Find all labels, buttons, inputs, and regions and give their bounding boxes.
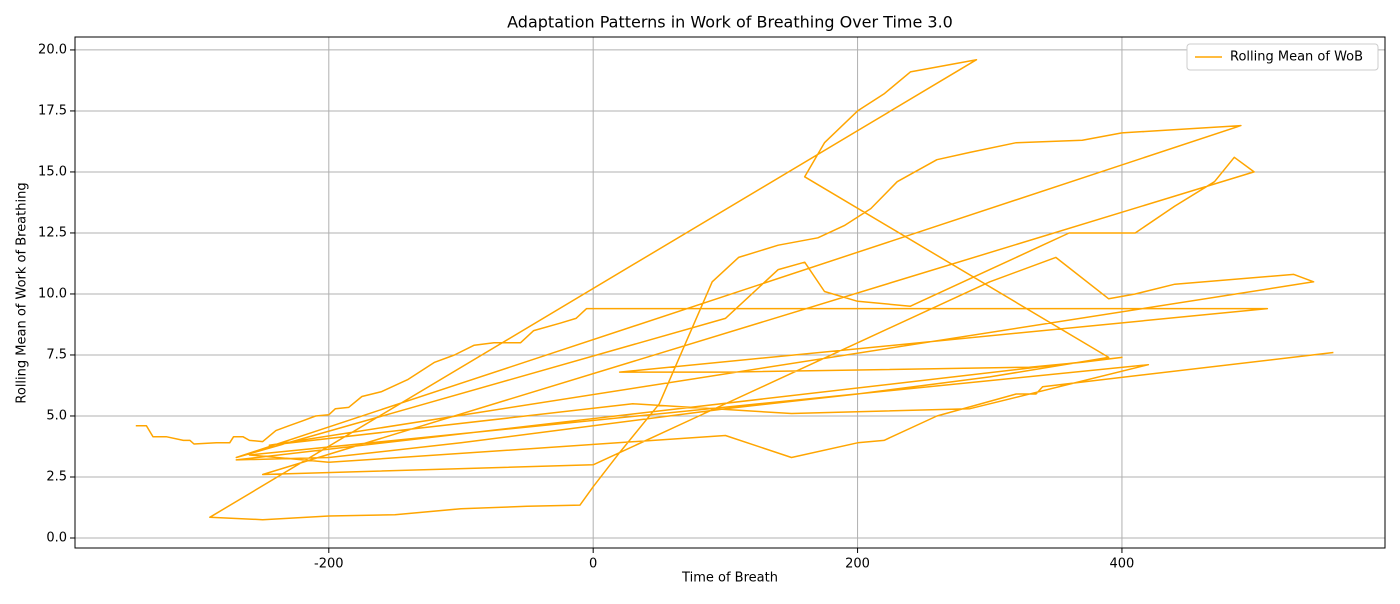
plot-frame [74, 36, 1386, 549]
y-tick-label: 0.0 [46, 530, 67, 545]
x-tick-label: 200 [845, 557, 870, 572]
legend-label: Rolling Mean of WoB [1230, 50, 1363, 65]
y-tick-label: 17.5 [38, 103, 67, 118]
data-line [135, 58, 1334, 521]
x-tick-label: 400 [1110, 557, 1135, 572]
y-tick-label: 10.0 [38, 286, 67, 301]
x-axis-label: Time of Breath [681, 571, 778, 586]
y-tick-label: 5.0 [46, 408, 67, 423]
legend-box [1186, 43, 1379, 71]
y-tick-label: 2.5 [46, 469, 67, 484]
chart-title: Adaptation Patterns in Work of Breathing… [507, 13, 953, 32]
x-tick-label: -200 [314, 557, 344, 572]
y-tick-label: 15.0 [38, 164, 67, 179]
y-tick-label: 7.5 [46, 347, 67, 362]
y-axis-label: Rolling Mean of Work of Breathing [15, 182, 30, 403]
y-tick-label: 20.0 [38, 42, 67, 57]
x-tick-label: 0 [589, 557, 597, 572]
y-tick-label: 12.5 [38, 225, 67, 240]
